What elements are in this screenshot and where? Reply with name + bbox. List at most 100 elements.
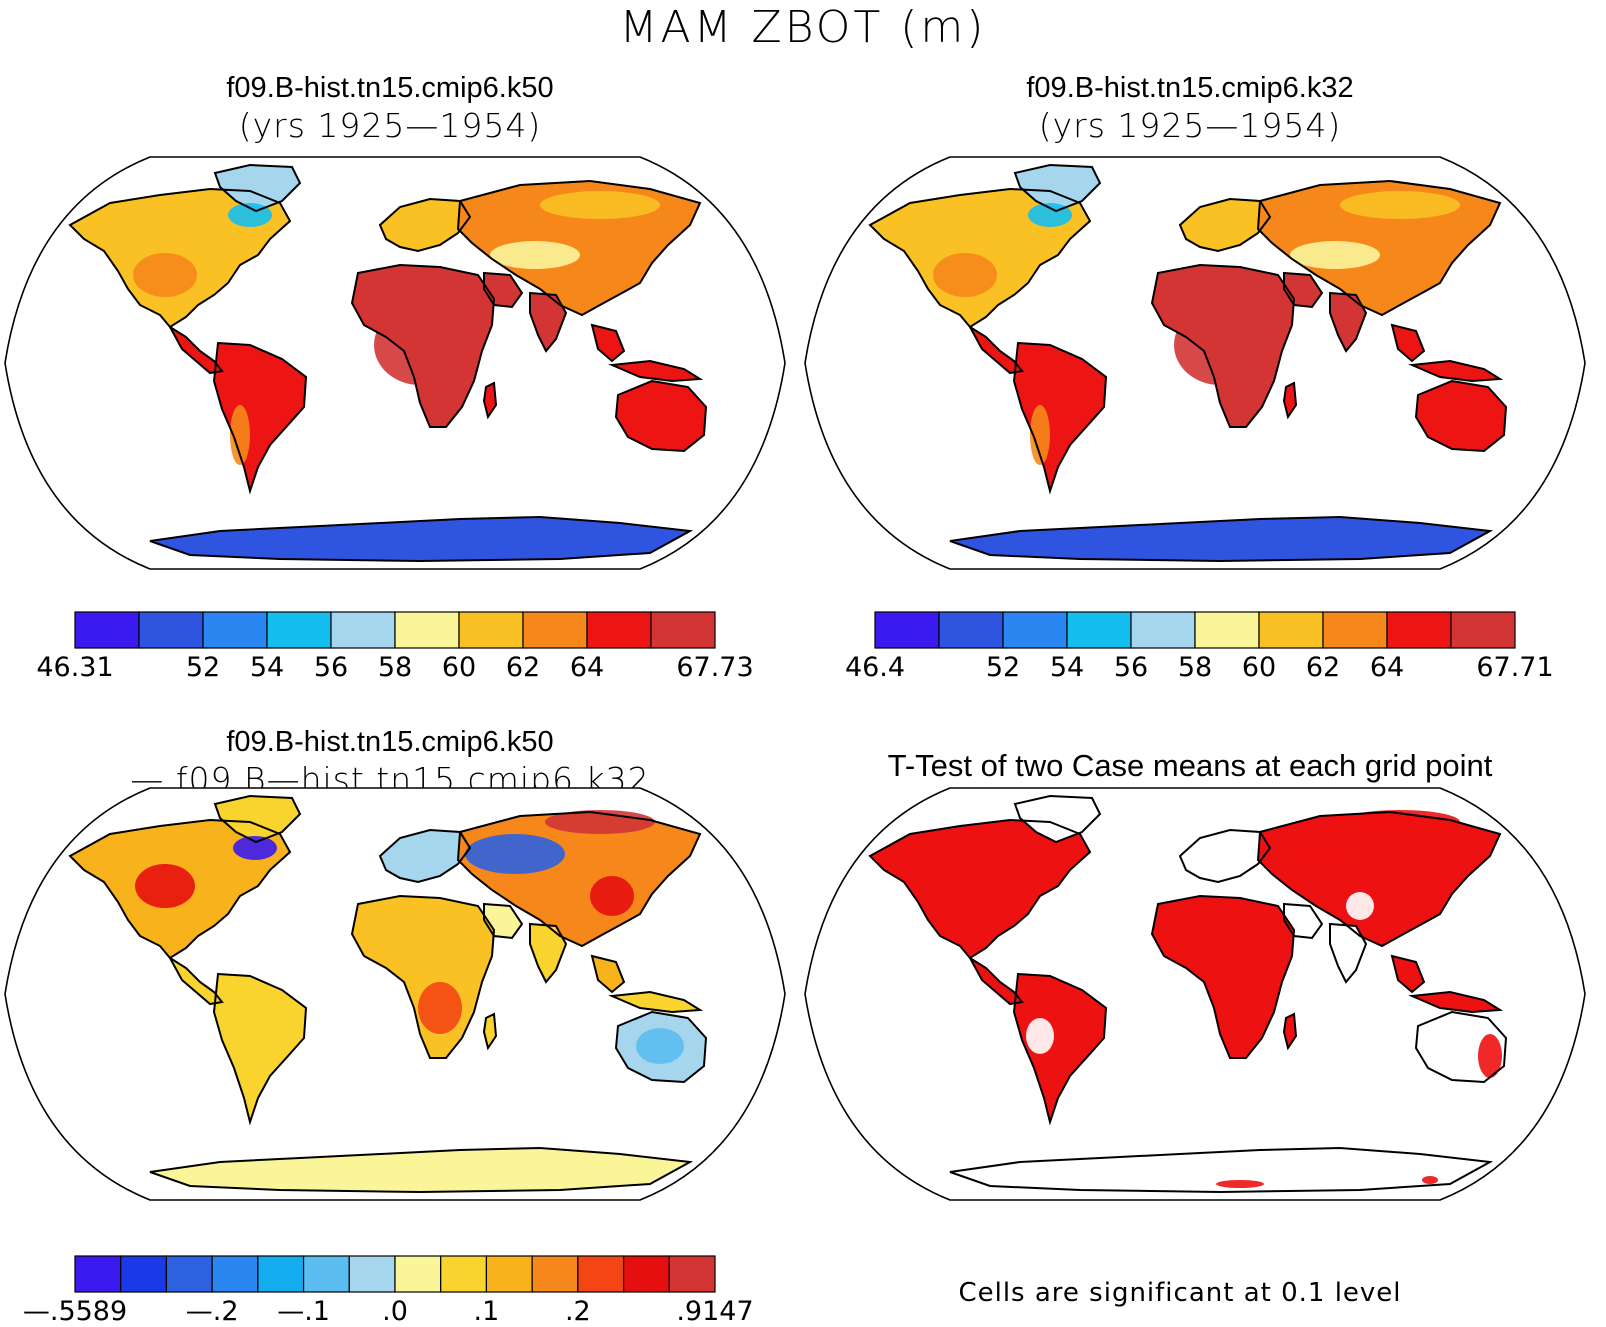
colorbar-label: .0 bbox=[382, 1296, 408, 1327]
coastline-europe bbox=[378, 828, 472, 884]
coastline-arabia bbox=[1283, 271, 1324, 309]
coastline-antarctica bbox=[949, 515, 1494, 563]
coastline-australia bbox=[1414, 379, 1508, 453]
coastline-antarctica bbox=[949, 1146, 1494, 1194]
colorbar-label: .9147 bbox=[676, 1296, 753, 1327]
colorbar-difference: —.5589 —.2 —.1 .0 .1 .2 .9147 bbox=[23, 1255, 754, 1327]
field-blob bbox=[490, 241, 580, 269]
coastline-indonesia bbox=[608, 990, 704, 1014]
land-centralAmerica bbox=[970, 958, 1022, 1004]
field-blob bbox=[933, 253, 997, 297]
land-indonesia bbox=[612, 361, 700, 381]
colorbar-label: 54 bbox=[250, 652, 284, 683]
field-blob bbox=[1340, 810, 1460, 834]
coastline-centralAmerica bbox=[167, 955, 224, 1006]
colorbar-case2: 46.4 52 54 56 58 60 62 64 67.71 bbox=[845, 611, 1554, 683]
land-africa bbox=[1152, 896, 1294, 1058]
colorbar-case1: 46.31 52 54 56 58 60 62 64 67.73 bbox=[36, 611, 754, 683]
field-blob bbox=[1280, 842, 1360, 870]
coastline-northAmerica bbox=[868, 187, 1092, 329]
coastline-seAsia bbox=[1390, 954, 1426, 994]
land-centralAmerica bbox=[170, 327, 222, 373]
coastline-greenland bbox=[213, 794, 302, 844]
land-indonesia bbox=[1412, 361, 1500, 381]
land-southAmerica bbox=[214, 343, 306, 491]
coastline-centralAmerica bbox=[967, 955, 1024, 1006]
coastline-southAmerica bbox=[1012, 341, 1108, 495]
field-blob bbox=[418, 982, 462, 1034]
colorbar-box bbox=[1194, 611, 1260, 649]
colorbar-label: .1 bbox=[474, 1296, 500, 1327]
coastline-asia bbox=[1256, 179, 1502, 317]
coastline-madagascar bbox=[482, 381, 498, 420]
land-australia bbox=[616, 381, 706, 451]
land-southAmerica bbox=[214, 974, 306, 1122]
colorbar-label: —.1 bbox=[277, 1296, 330, 1327]
field-blob bbox=[135, 864, 195, 908]
field-blob bbox=[1174, 305, 1266, 385]
land-greenland bbox=[215, 165, 300, 211]
colorbar-label: 58 bbox=[378, 652, 412, 683]
coastline-india bbox=[1329, 291, 1368, 353]
coastline-india bbox=[529, 922, 568, 984]
coastline-indonesia bbox=[1408, 359, 1504, 383]
coastline-seAsia bbox=[1390, 323, 1426, 363]
panel-case2-title-line2: (yrs 1925—1954) bbox=[1038, 106, 1342, 145]
colorbar-box bbox=[531, 1255, 579, 1293]
colorbar-box bbox=[302, 1255, 350, 1293]
panel-case1-title-line2: (yrs 1925—1954) bbox=[238, 106, 542, 145]
field-blob bbox=[1216, 1180, 1264, 1188]
coastline-arabia bbox=[483, 271, 524, 309]
coastline-africa bbox=[1150, 894, 1296, 1059]
colorbar-label: 52 bbox=[986, 652, 1020, 683]
coastline-africa bbox=[350, 263, 496, 428]
colorbar-box bbox=[440, 1255, 488, 1293]
colorbar-box bbox=[394, 1255, 442, 1293]
colorbar-box bbox=[1258, 611, 1324, 649]
land-indonesia bbox=[612, 992, 700, 1012]
colorbar-label: 64 bbox=[570, 652, 604, 683]
panel-ttest-title: T-Test of two Case means at each grid po… bbox=[887, 748, 1493, 783]
land-centralAmerica bbox=[970, 327, 1022, 373]
land-europe bbox=[380, 199, 470, 251]
field-blob bbox=[465, 834, 565, 874]
field-blob bbox=[1478, 1034, 1502, 1078]
colorbar-box bbox=[348, 1255, 396, 1293]
coastline-asia bbox=[456, 179, 702, 317]
colorbar-box bbox=[1450, 611, 1516, 649]
field-blob bbox=[233, 836, 277, 860]
coastline-asia bbox=[1256, 810, 1502, 948]
colorbar-box bbox=[330, 611, 396, 649]
map-case1 bbox=[4, 156, 786, 570]
field-blob bbox=[1030, 405, 1050, 465]
coastline-madagascar bbox=[1282, 381, 1298, 420]
coastline-northAmerica bbox=[68, 187, 292, 329]
panel-case2-title: f09.B-hist.tn15.cmip6.k32 (yrs 1925—1954… bbox=[800, 70, 1580, 146]
colorbar-box bbox=[165, 1255, 213, 1293]
coastline-northAmerica bbox=[68, 818, 292, 960]
coastline-madagascar bbox=[1282, 1012, 1298, 1051]
colorbar-label: —.2 bbox=[186, 1296, 239, 1327]
land-centralAmerica bbox=[170, 958, 222, 1004]
colorbar-box bbox=[458, 611, 524, 649]
field-blob bbox=[1290, 241, 1380, 269]
land-greenland bbox=[215, 796, 300, 842]
land-indonesia bbox=[1412, 992, 1500, 1012]
panel-case2-title-line1: f09.B-hist.tn15.cmip6.k32 bbox=[1026, 72, 1354, 104]
colorbar-label: 56 bbox=[1114, 652, 1148, 683]
panel-case1-title: f09.B-hist.tn15.cmip6.k50 (yrs 1925—1954… bbox=[0, 70, 780, 146]
field-blob bbox=[1340, 191, 1460, 219]
field-blob bbox=[590, 876, 634, 916]
coastline-europe bbox=[1178, 197, 1272, 253]
coastline-india bbox=[1329, 922, 1368, 984]
field-blob bbox=[1422, 1176, 1438, 1184]
coastline-centralAmerica bbox=[167, 324, 224, 375]
figure-title: MAM ZBOT (m) bbox=[619, 2, 987, 53]
colorbar-box bbox=[577, 1255, 625, 1293]
colorbar-box bbox=[74, 1255, 122, 1293]
map-frame bbox=[4, 156, 786, 570]
colorbar-label: 62 bbox=[1306, 652, 1340, 683]
field-blob bbox=[133, 253, 197, 297]
land-greenland bbox=[1015, 165, 1100, 211]
land-europe bbox=[1180, 199, 1270, 251]
